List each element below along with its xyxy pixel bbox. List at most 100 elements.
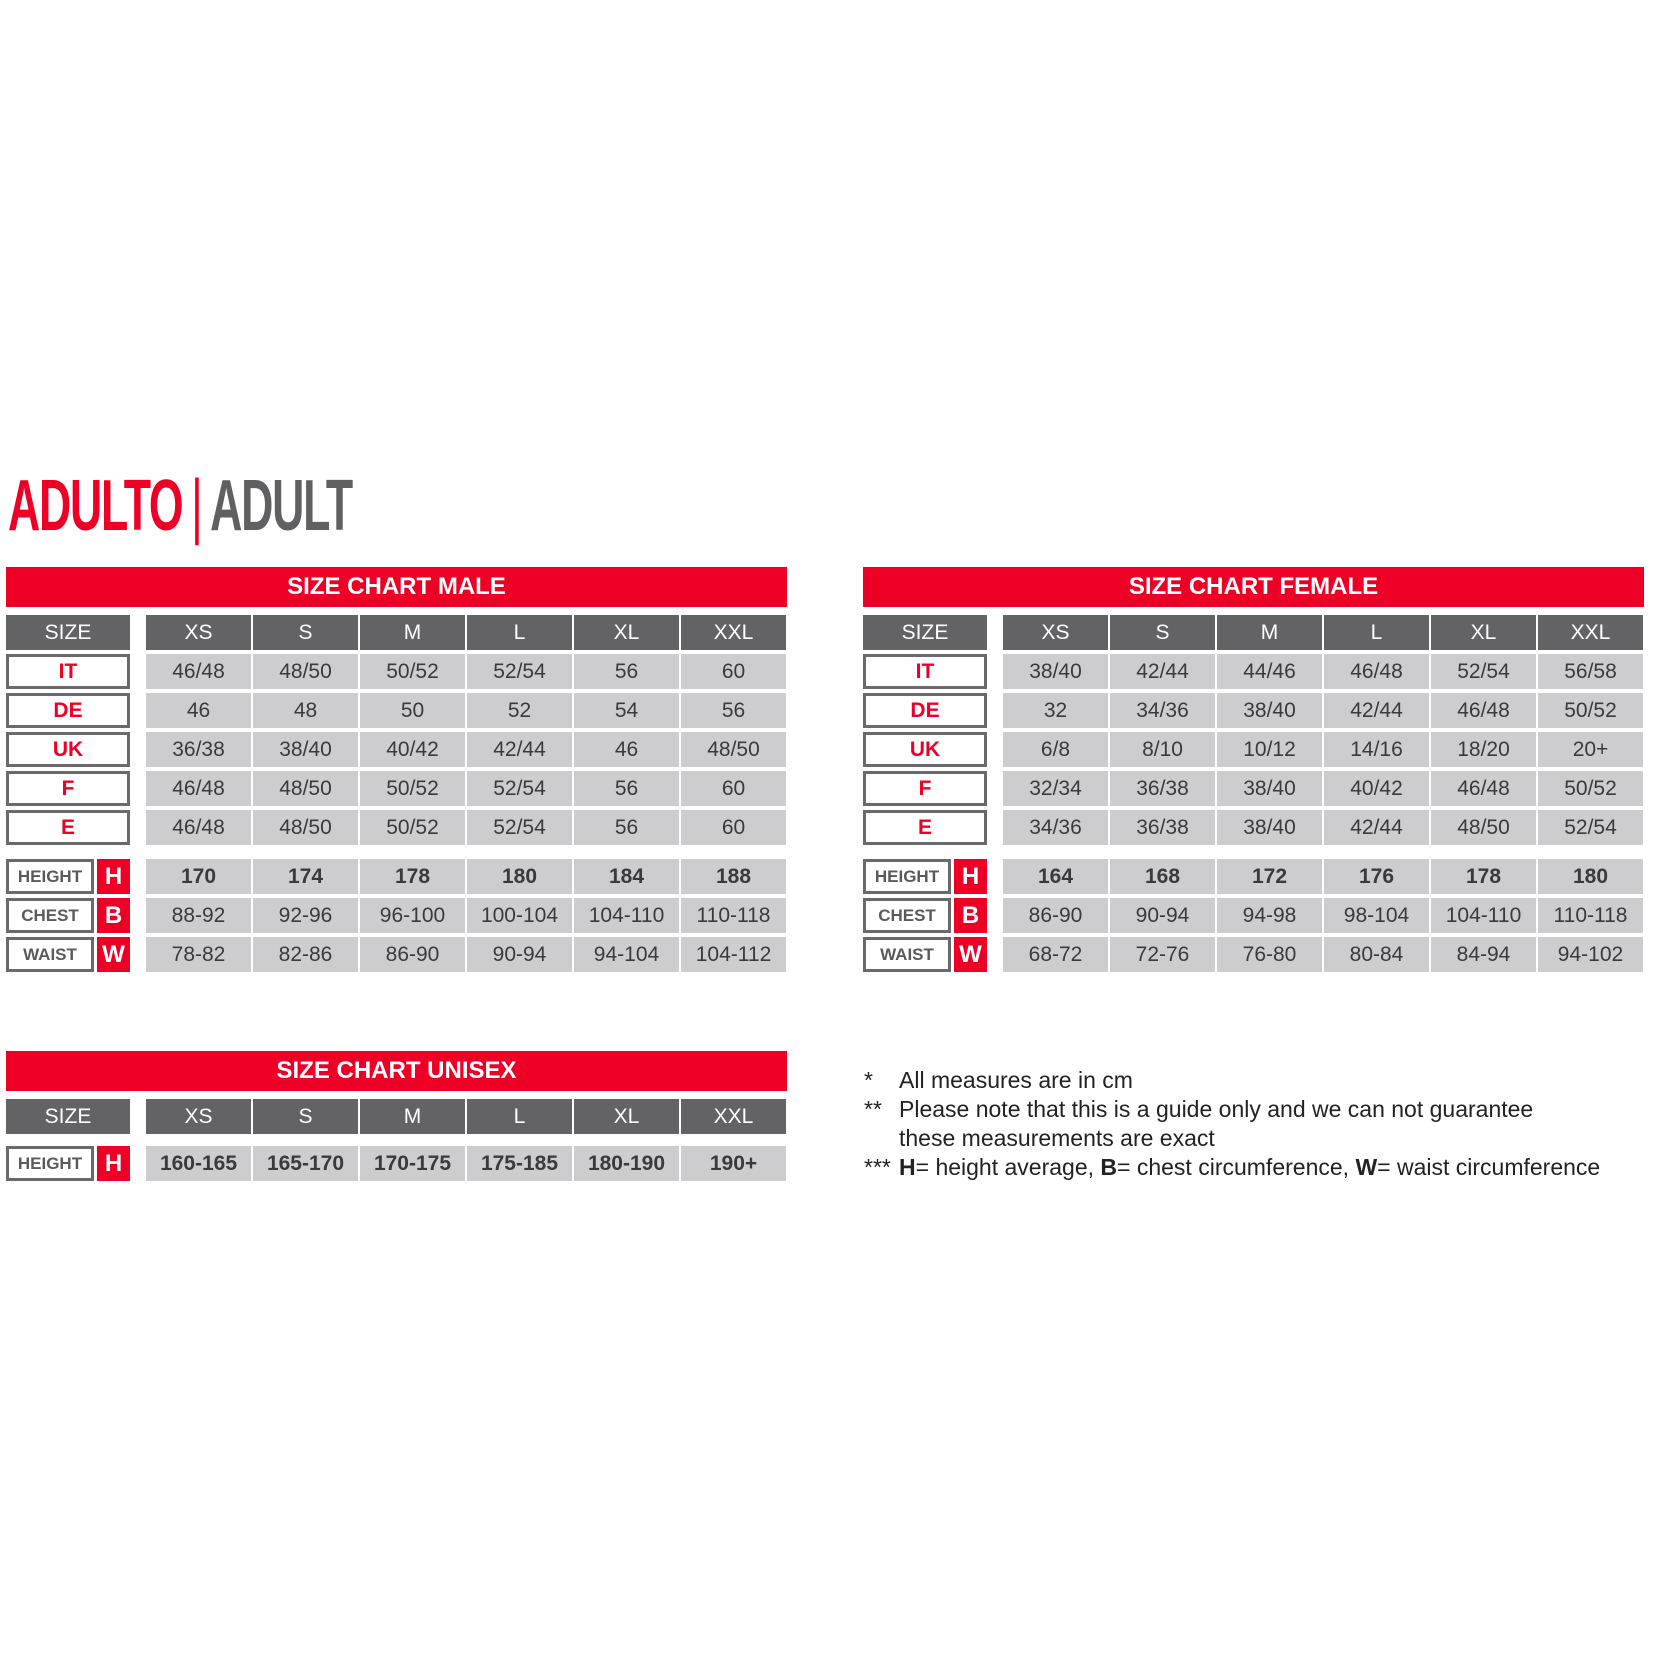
size-value: 54 <box>574 693 679 728</box>
size-header-row: SIZE XS S M L XL XXL <box>6 615 787 650</box>
size-value: 20+ <box>1538 732 1643 767</box>
size-system-label: E <box>6 810 130 845</box>
measure-row-waist: WAIST W 78-82 82-86 86-90 90-94 94-104 104-112 <box>6 937 787 972</box>
size-system-row-e: E 46/48 48/50 50/52 52/54 56 60 <box>6 810 787 845</box>
measure-value: 94-104 <box>574 937 679 972</box>
size-column-s: S <box>253 1099 358 1134</box>
footnote-part: = height average, <box>915 1154 1101 1180</box>
size-value: 50/52 <box>360 654 465 689</box>
size-value: 56/58 <box>1538 654 1643 689</box>
size-system-label: IT <box>863 654 987 689</box>
measure-row-waist: WAIST W 68-72 72-76 76-80 80-84 84-94 94-102 <box>863 937 1644 972</box>
size-value: 46 <box>574 732 679 767</box>
size-value: 56 <box>574 810 679 845</box>
measure-value: 165-170 <box>253 1146 358 1181</box>
measure-row-chest: CHEST B 88-92 92-96 96-100 100-104 104-110 110-… <box>6 898 787 933</box>
measure-value: 190+ <box>681 1146 786 1181</box>
size-value: 38/40 <box>1003 654 1108 689</box>
measure-value: 178 <box>1431 859 1536 894</box>
size-value: 52/54 <box>467 810 572 845</box>
size-value: 38/40 <box>1217 771 1322 806</box>
size-value: 42/44 <box>1110 654 1215 689</box>
footnote-marker: *** <box>864 1154 891 1180</box>
measure-value: 174 <box>253 859 358 894</box>
footnote: * All measures are in cm <box>864 1066 1600 1095</box>
size-column-xs: XS <box>1003 615 1108 650</box>
size-system-row-uk: UK 6/8 8/10 10/12 14/16 18/20 20+ <box>863 732 1644 767</box>
size-value: 56 <box>574 771 679 806</box>
measure-value: 172 <box>1217 859 1322 894</box>
measure-value: 72-76 <box>1110 937 1215 972</box>
measure-value: 80-84 <box>1324 937 1429 972</box>
size-column-m: M <box>360 615 465 650</box>
footnote-part: All measures are in cm <box>899 1067 1133 1093</box>
measure-label: HEIGHT <box>6 1146 94 1181</box>
size-column-xxl: XXL <box>681 1099 786 1134</box>
measure-value: 170 <box>146 859 251 894</box>
title-italian: ADULTO <box>8 466 184 546</box>
size-value: 56 <box>574 654 679 689</box>
size-value: 46 <box>146 693 251 728</box>
measure-value: 188 <box>681 859 786 894</box>
size-header-row: SIZE XS S M L XL XXL <box>6 1099 787 1134</box>
measure-value: 160-165 <box>146 1146 251 1181</box>
footnote-text: these measurements are exact <box>899 1124 1215 1153</box>
size-system-label: IT <box>6 654 130 689</box>
size-label: SIZE <box>6 1099 130 1134</box>
measure-label: WAIST <box>863 937 951 972</box>
size-value: 36/38 <box>146 732 251 767</box>
measure-letter: W <box>97 937 130 972</box>
footnote-part: = chest circumference, <box>1117 1154 1356 1180</box>
measure-value: 104-110 <box>1431 898 1536 933</box>
size-value: 34/36 <box>1110 693 1215 728</box>
footnote: *** H= height average, B= chest circumfer… <box>864 1153 1600 1182</box>
measure-value: 68-72 <box>1003 937 1108 972</box>
size-value: 50/52 <box>360 810 465 845</box>
chart-title: SIZE CHART UNISEX <box>6 1051 787 1091</box>
size-column-xs: XS <box>146 615 251 650</box>
measure-value: 104-112 <box>681 937 786 972</box>
size-value: 46/48 <box>146 654 251 689</box>
size-value: 42/44 <box>1324 693 1429 728</box>
size-value: 52 <box>467 693 572 728</box>
measure-value: 94-102 <box>1538 937 1643 972</box>
size-system-row-de: DE 32 34/36 38/40 42/44 46/48 50/52 <box>863 693 1644 728</box>
footnote-marker <box>864 1124 899 1153</box>
size-column-xs: XS <box>146 1099 251 1134</box>
size-value: 50/52 <box>360 771 465 806</box>
size-value: 40/42 <box>1324 771 1429 806</box>
size-column-m: M <box>1217 615 1322 650</box>
size-chart-female: SIZE CHART FEMALE SIZE XS S M L XL XXL IT 38/40 42… <box>863 567 1644 977</box>
size-label: SIZE <box>6 615 130 650</box>
measure-letter: B <box>97 898 130 933</box>
size-value: 48/50 <box>681 732 786 767</box>
size-chart-unisex: SIZE CHART UNISEX SIZE XS S M L XL XXL HEIGHT H 16… <box>6 1051 787 1186</box>
size-system-row-f: F 46/48 48/50 50/52 52/54 56 60 <box>6 771 787 806</box>
measure-value: 175-185 <box>467 1146 572 1181</box>
size-system-row-uk: UK 36/38 38/40 40/42 42/44 46 48/50 <box>6 732 787 767</box>
measure-letter: H <box>97 859 130 894</box>
page-title: ADULTO | ADULT <box>8 470 353 542</box>
measure-value: 82-86 <box>253 937 358 972</box>
size-value: 46/48 <box>146 810 251 845</box>
size-value: 32 <box>1003 693 1108 728</box>
size-value: 40/42 <box>360 732 465 767</box>
measure-value: 86-90 <box>360 937 465 972</box>
chart-title: SIZE CHART MALE <box>6 567 787 607</box>
measure-value: 78-82 <box>146 937 251 972</box>
footnote-marker: * <box>864 1067 873 1093</box>
measure-value: 76-80 <box>1217 937 1322 972</box>
measure-label: CHEST <box>863 898 951 933</box>
measure-value: 168 <box>1110 859 1215 894</box>
size-value: 36/38 <box>1110 810 1215 845</box>
size-system-row-f: F 32/34 36/38 38/40 40/42 46/48 50/52 <box>863 771 1644 806</box>
size-column-xxl: XXL <box>1538 615 1643 650</box>
measure-value: 90-94 <box>467 937 572 972</box>
size-value: 50/52 <box>1538 771 1643 806</box>
footnotes: * All measures are in cm ** Please note tha… <box>864 1066 1600 1182</box>
measure-value: 100-104 <box>467 898 572 933</box>
size-value: 6/8 <box>1003 732 1108 767</box>
measure-letter: W <box>954 937 987 972</box>
measure-value: 84-94 <box>1431 937 1536 972</box>
size-system-label: F <box>863 771 987 806</box>
